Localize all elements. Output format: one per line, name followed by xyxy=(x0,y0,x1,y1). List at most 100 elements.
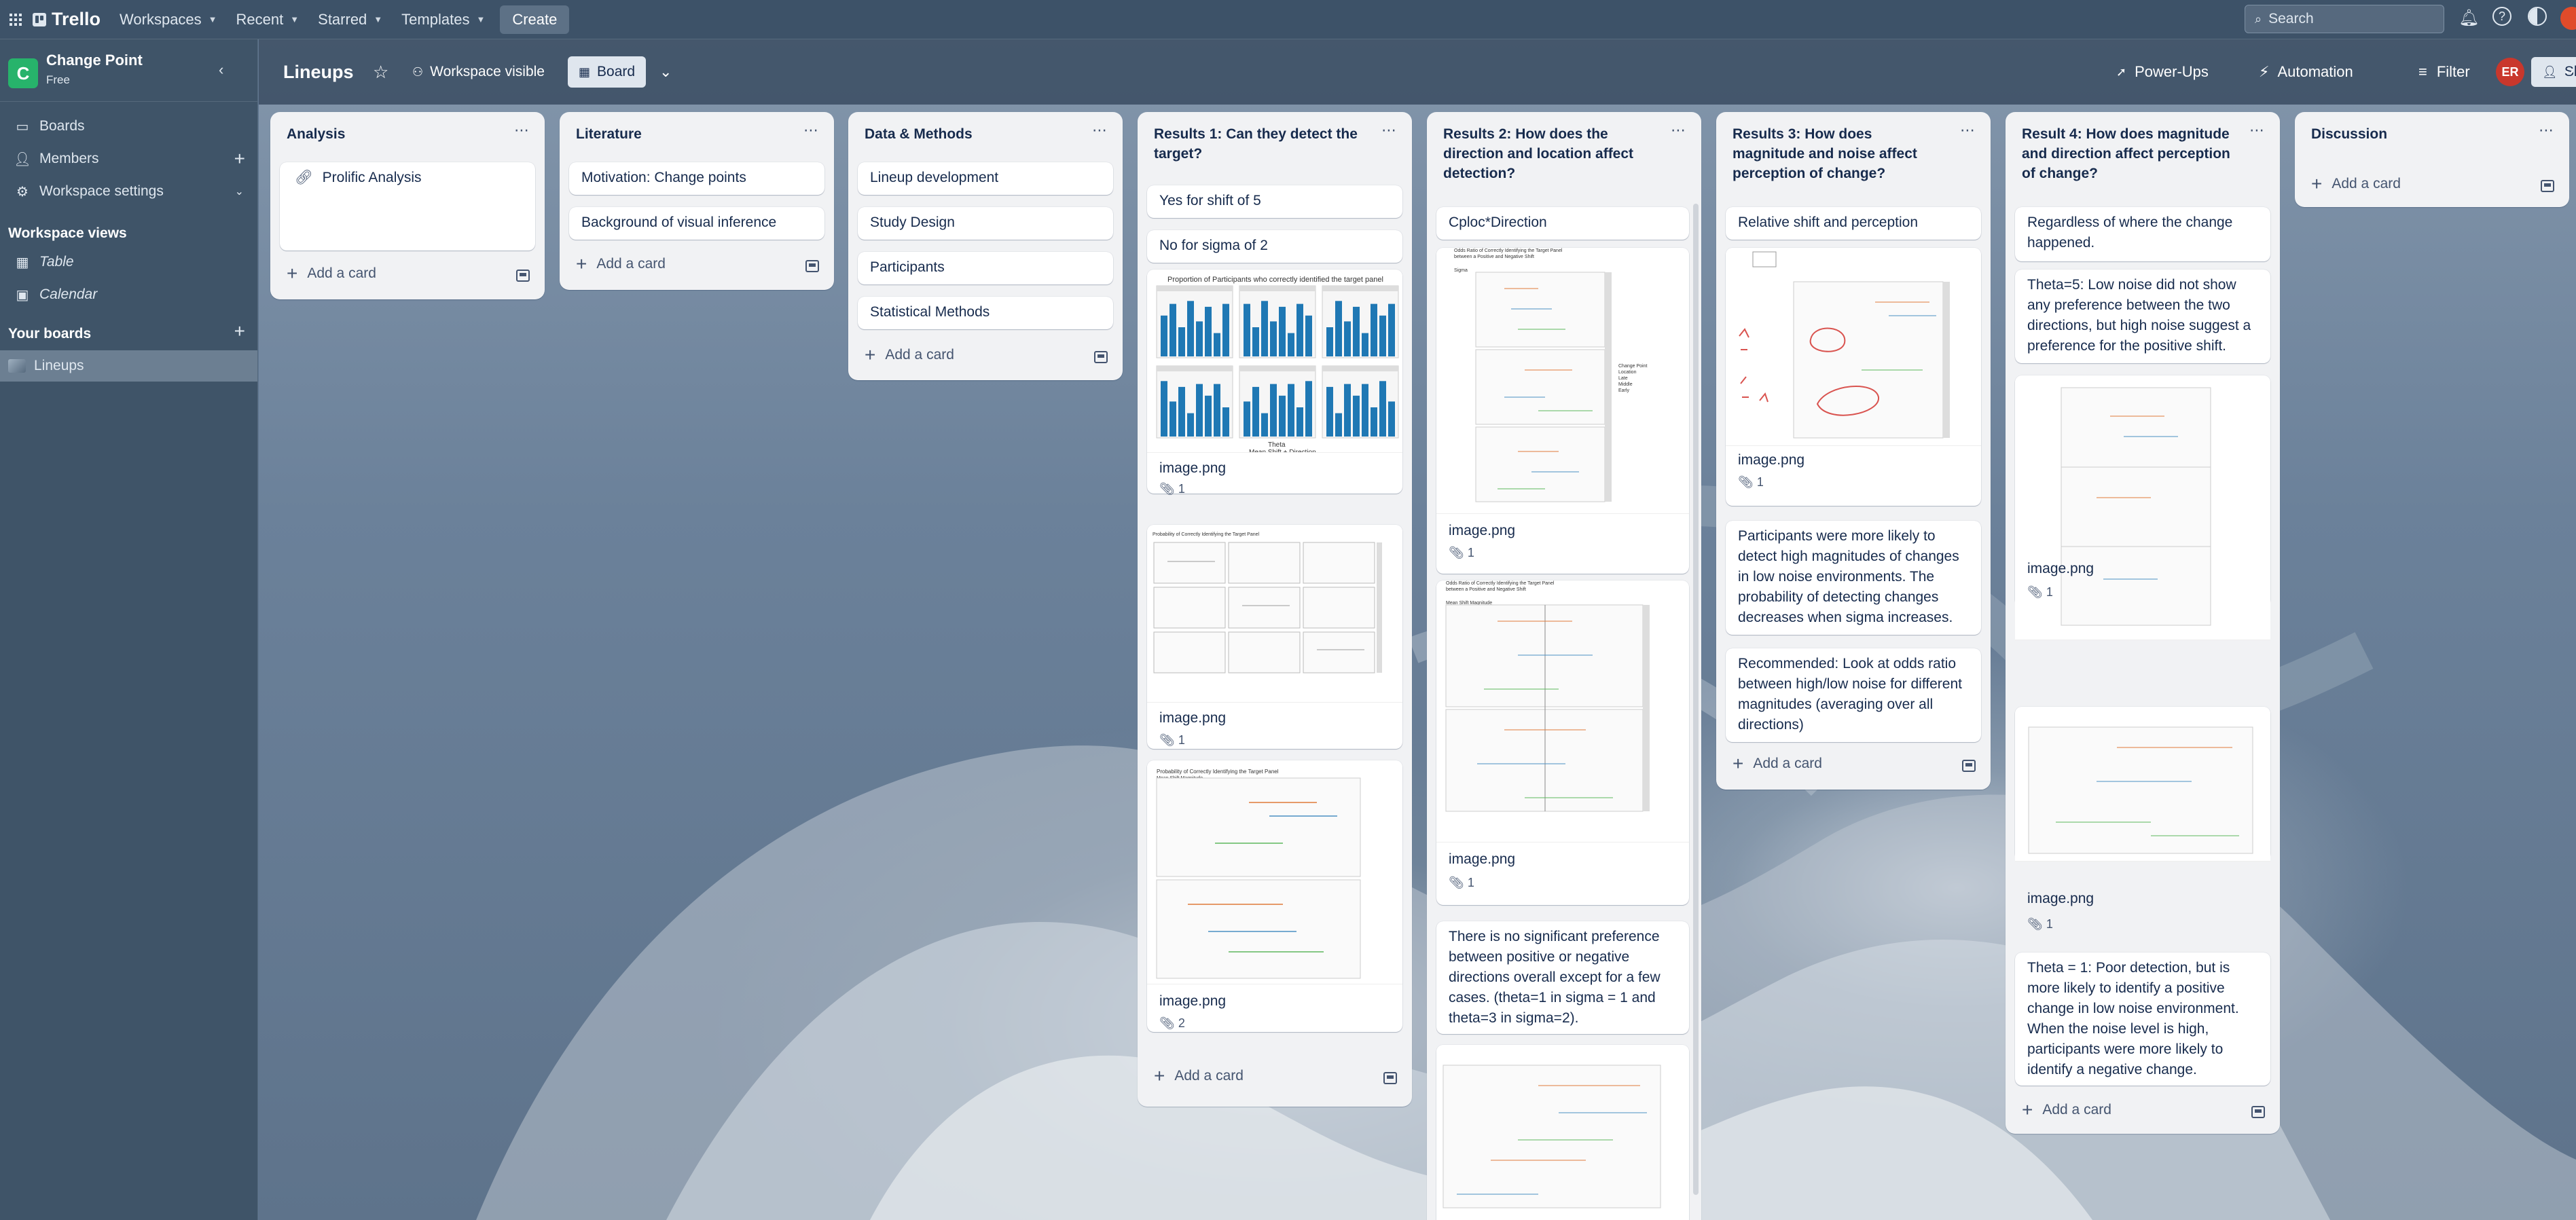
add-card-button[interactable]: + Add a card xyxy=(576,255,666,274)
sidebar-board-lineups[interactable]: Lineups xyxy=(0,350,257,382)
card-recommended-odds-ratio[interactable]: Recommended: Look at odds ratio between … xyxy=(1726,648,1981,742)
list-menu-icon[interactable]: ⋯ xyxy=(1671,122,1686,138)
list-title[interactable]: Discussion xyxy=(2311,126,2388,142)
add-card-button[interactable]: + Add a card xyxy=(1154,1067,1244,1086)
card-image-r2-b[interactable]: Odds Ratio of Correctly Identifying the … xyxy=(1436,580,1689,905)
list-menu-icon[interactable]: ⋯ xyxy=(1381,122,1397,138)
nav-recent[interactable]: Recent ▼ xyxy=(227,5,309,34)
add-board-icon[interactable]: + xyxy=(234,320,245,341)
card-template-icon[interactable] xyxy=(1094,351,1108,363)
card-theta-1[interactable]: Theta = 1: Poor detection, but is more l… xyxy=(2015,953,2270,1086)
sidebar-item-members[interactable]: 👤︎ Members + xyxy=(0,143,257,175)
card-image-r2-a[interactable]: Odds Ratio of Correctly Identifying the … xyxy=(1436,248,1689,574)
card-background[interactable]: Background of visual inference xyxy=(569,207,824,240)
search-input[interactable]: ⌕ Search xyxy=(2245,5,2444,33)
trello-logo[interactable]: Trello xyxy=(29,5,110,34)
card-prolific-analysis[interactable]: 🔗︎ Prolific Analysis xyxy=(280,162,535,251)
thumb-bar xyxy=(1379,315,1386,356)
sidebar-item-table[interactable]: ▦ Table xyxy=(0,246,257,278)
member-avatar[interactable]: ER xyxy=(2496,58,2524,86)
card-study-design[interactable]: Study Design xyxy=(858,207,1113,240)
legend-item: Middle xyxy=(1618,382,1633,387)
sidebar-item-workspace-settings[interactable]: ⚙ Workspace settings ⌄ xyxy=(0,175,257,208)
board-menu-icon[interactable]: ⋯ xyxy=(2564,63,2576,80)
filter-button[interactable]: ≡ Filter xyxy=(2418,63,2470,81)
card-no-significant-preference[interactable]: There is no significant preference betwe… xyxy=(1436,921,1689,1034)
card-template-icon[interactable] xyxy=(1962,760,1976,772)
workspace-name[interactable]: Change Point xyxy=(46,52,143,69)
add-card-button[interactable]: + Add a card xyxy=(2311,174,2401,193)
card-regardless[interactable]: Regardless of where the change happened. xyxy=(2015,207,2270,261)
list-title[interactable]: Literature xyxy=(576,126,642,142)
plus-icon: + xyxy=(1733,753,1744,774)
automation-button[interactable]: ⚡︎ Automation xyxy=(2259,63,2353,81)
card-image-r2-c[interactable] xyxy=(1436,1045,1689,1220)
visibility-button[interactable]: ⚇ Workspace visible xyxy=(412,64,545,80)
list-scrollbar[interactable] xyxy=(1693,204,1699,1195)
card-image-r4-a[interactable]: image.png 📎︎ 1 xyxy=(2015,375,2270,640)
card-motivation[interactable]: Motivation: Change points xyxy=(569,162,824,195)
nav-workspaces[interactable]: Workspaces ▼ xyxy=(110,5,227,34)
list-title[interactable]: Results 1: Can they detect the target? xyxy=(1154,126,1358,162)
card-no-sigma-2[interactable]: No for sigma of 2 xyxy=(1147,230,1402,263)
filter-icon: ≡ xyxy=(2418,63,2427,80)
sidebar-item-calendar[interactable]: ▣ Calendar xyxy=(0,278,257,311)
card-participants-magnitudes[interactable]: Participants were more likely to detect … xyxy=(1726,521,1981,635)
card-theta-5[interactable]: Theta=5: Low noise did not show any pref… xyxy=(2015,270,2270,363)
app-switcher-icon[interactable] xyxy=(0,5,29,34)
card-image-r1-b[interactable]: Probability of Correctly Identifying the… xyxy=(1147,525,1402,749)
workspace-logo[interactable]: C xyxy=(8,58,38,88)
your-boards-title: Your boards xyxy=(8,326,92,341)
card-image-r1-a[interactable]: Proportion of Participants who correctly… xyxy=(1147,270,1402,496)
card-image-r3[interactable]: image.png 📎︎ 1 xyxy=(1726,248,1981,506)
card-template-icon[interactable] xyxy=(2541,180,2554,192)
card-template-icon[interactable] xyxy=(805,260,819,272)
sidebar-item-boards[interactable]: ▭ Boards xyxy=(0,110,257,143)
list-menu-icon[interactable]: ⋯ xyxy=(514,122,530,138)
list-title[interactable]: Data & Methods xyxy=(865,126,973,142)
list-menu-icon[interactable]: ⋯ xyxy=(803,122,819,138)
theme-icon[interactable] xyxy=(2528,7,2547,26)
notifications-icon[interactable]: 🔔︎ xyxy=(2459,9,2480,27)
card-template-icon[interactable] xyxy=(1383,1072,1397,1084)
list-title[interactable]: Results 2: How does the direction and lo… xyxy=(1443,126,1634,181)
list-discussion: Discussion ⋯ + Add a card xyxy=(2295,112,2569,207)
add-card-button[interactable]: + Add a card xyxy=(865,346,954,365)
add-member-icon[interactable]: + xyxy=(234,148,245,169)
card-lineup-development[interactable]: Lineup development xyxy=(858,162,1113,195)
card-participants[interactable]: Participants xyxy=(858,252,1113,284)
add-card-button[interactable]: + Add a card xyxy=(287,264,376,283)
help-icon[interactable]: ? xyxy=(2492,7,2511,26)
create-button[interactable]: Create xyxy=(500,5,570,34)
trello-logo-text: Trello xyxy=(52,9,101,29)
list-menu-icon[interactable]: ⋯ xyxy=(2249,122,2265,138)
power-ups-button[interactable]: ➚ Power-Ups xyxy=(2116,63,2209,81)
list-title[interactable]: Analysis xyxy=(287,126,346,142)
view-board-button[interactable]: ▦ Board xyxy=(568,56,647,88)
nav-templates[interactable]: Templates ▼ xyxy=(392,5,494,34)
card-relative-shift[interactable]: Relative shift and perception xyxy=(1726,207,1981,240)
card-image-r1-c[interactable]: Probability of Correctly Identifying the… xyxy=(1147,760,1402,1032)
card-statistical-methods[interactable]: Statistical Methods xyxy=(858,297,1113,329)
share-button[interactable]: 👤︎ Share xyxy=(2531,57,2576,87)
list-menu-icon[interactable]: ⋯ xyxy=(2539,122,2554,138)
thumb-bar xyxy=(1161,381,1167,437)
add-card-button[interactable]: + Add a card xyxy=(1733,753,1822,774)
card-template-icon[interactable] xyxy=(2251,1106,2265,1118)
list-menu-icon[interactable]: ⋯ xyxy=(1092,122,1108,138)
add-card-button[interactable]: + Add a card xyxy=(2022,1101,2111,1120)
card-template-icon[interactable] xyxy=(516,270,530,282)
nav-starred[interactable]: Starred ▼ xyxy=(308,5,392,34)
board-title[interactable]: Lineups xyxy=(283,61,354,82)
list-menu-icon[interactable]: ⋯ xyxy=(1960,122,1976,138)
card-yes-shift-5[interactable]: Yes for shift of 5 xyxy=(1147,185,1402,218)
views-dropdown-icon[interactable]: ⌄ xyxy=(659,63,672,80)
list-title[interactable]: Result 4: How does magnitude and directi… xyxy=(2022,126,2230,181)
list-title[interactable]: Results 3: How does magnitude and noise … xyxy=(1733,126,1917,181)
card-cploc-direction[interactable]: Cploc*Direction xyxy=(1436,207,1689,240)
collapse-sidebar-button[interactable]: ‹ xyxy=(219,61,224,78)
star-icon[interactable]: ☆ xyxy=(373,61,389,82)
account-avatar[interactable] xyxy=(2560,7,2576,30)
thumb-bar xyxy=(1214,333,1220,356)
card-image-r4-b[interactable] xyxy=(2015,707,2270,862)
